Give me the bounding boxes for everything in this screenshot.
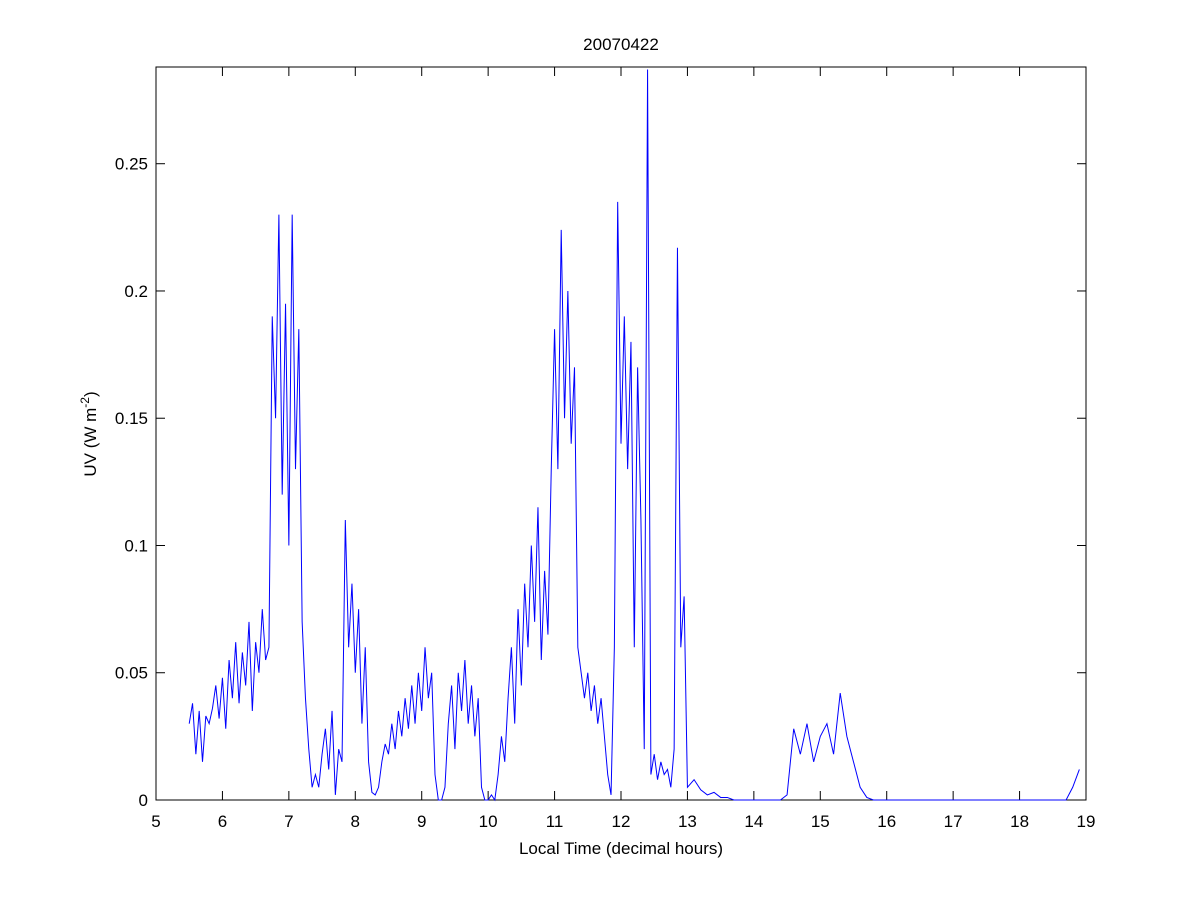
x-tick-label: 7 [284, 812, 293, 831]
x-tick-label: 17 [944, 812, 963, 831]
y-tick-label: 0.2 [124, 282, 148, 301]
y-label-end: ) [81, 391, 100, 397]
x-tick-label: 16 [877, 812, 896, 831]
x-tick-label: 8 [351, 812, 360, 831]
x-tick-label: 10 [479, 812, 498, 831]
x-tick-label: 14 [744, 812, 763, 831]
y-axis-label: UV (W m-2) [78, 391, 100, 476]
y-tick-label: 0.1 [124, 536, 148, 555]
y-tick-label: 0.25 [115, 155, 148, 174]
y-tick-label: 0 [139, 791, 148, 810]
x-axis-label: Local Time (decimal hours) [519, 839, 723, 858]
x-tick-label: 13 [678, 812, 697, 831]
y-tick-label: 0.15 [115, 409, 148, 428]
y-label-main: UV (W m [81, 408, 100, 477]
x-tick-label: 18 [1010, 812, 1029, 831]
x-tick-label: 5 [151, 812, 160, 831]
x-tick-label: 19 [1077, 812, 1096, 831]
x-tick-label: 6 [218, 812, 227, 831]
data-line [188, 69, 1080, 802]
x-tick-label: 12 [612, 812, 631, 831]
x-tick-label: 9 [417, 812, 426, 831]
x-tick-label: 11 [546, 812, 564, 831]
x-tick-label: 15 [811, 812, 830, 831]
y-tick-label: 0.05 [115, 664, 148, 683]
y-label-sup: -2 [78, 397, 92, 408]
chart-title: 20070422 [583, 35, 659, 54]
